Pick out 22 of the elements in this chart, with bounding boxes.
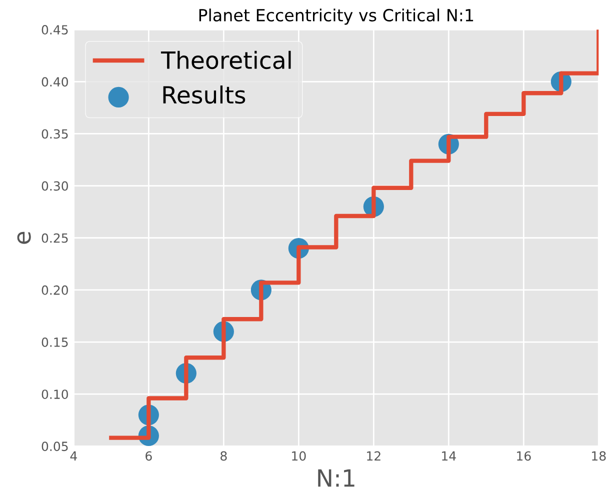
y-axis-title: e <box>17 232 31 244</box>
y-tick-label: 0.25 <box>42 233 68 243</box>
y-tick-label: 0.05 <box>42 442 68 452</box>
x-tick-label: 10 <box>292 451 306 461</box>
y-tick-label: 0.30 <box>42 181 68 191</box>
legend-label: Results <box>163 85 246 104</box>
x-axis-title: N:1 <box>318 469 354 487</box>
x-tick-label: 18 <box>592 451 606 461</box>
x-tick-label: 16 <box>517 451 531 461</box>
chart-title: Planet Eccentricity vs Critical N:1 <box>199 8 474 25</box>
y-tick-label: 0.40 <box>42 77 68 87</box>
y-tick-label: 0.35 <box>42 129 68 139</box>
x-tick-label: 14 <box>442 451 456 461</box>
x-tick-label: 8 <box>220 451 227 461</box>
x-tick-label: 12 <box>367 451 380 461</box>
legend-label: Theoretical <box>160 50 291 70</box>
x-tick-label: 4 <box>70 451 77 461</box>
y-tick-label: 0.15 <box>42 337 68 347</box>
y-tick-label: 0.20 <box>42 285 68 295</box>
y-tick-label: 0.10 <box>42 390 68 400</box>
y-tick-label: 0.45 <box>42 25 68 35</box>
x-tick-label: 6 <box>146 451 152 461</box>
